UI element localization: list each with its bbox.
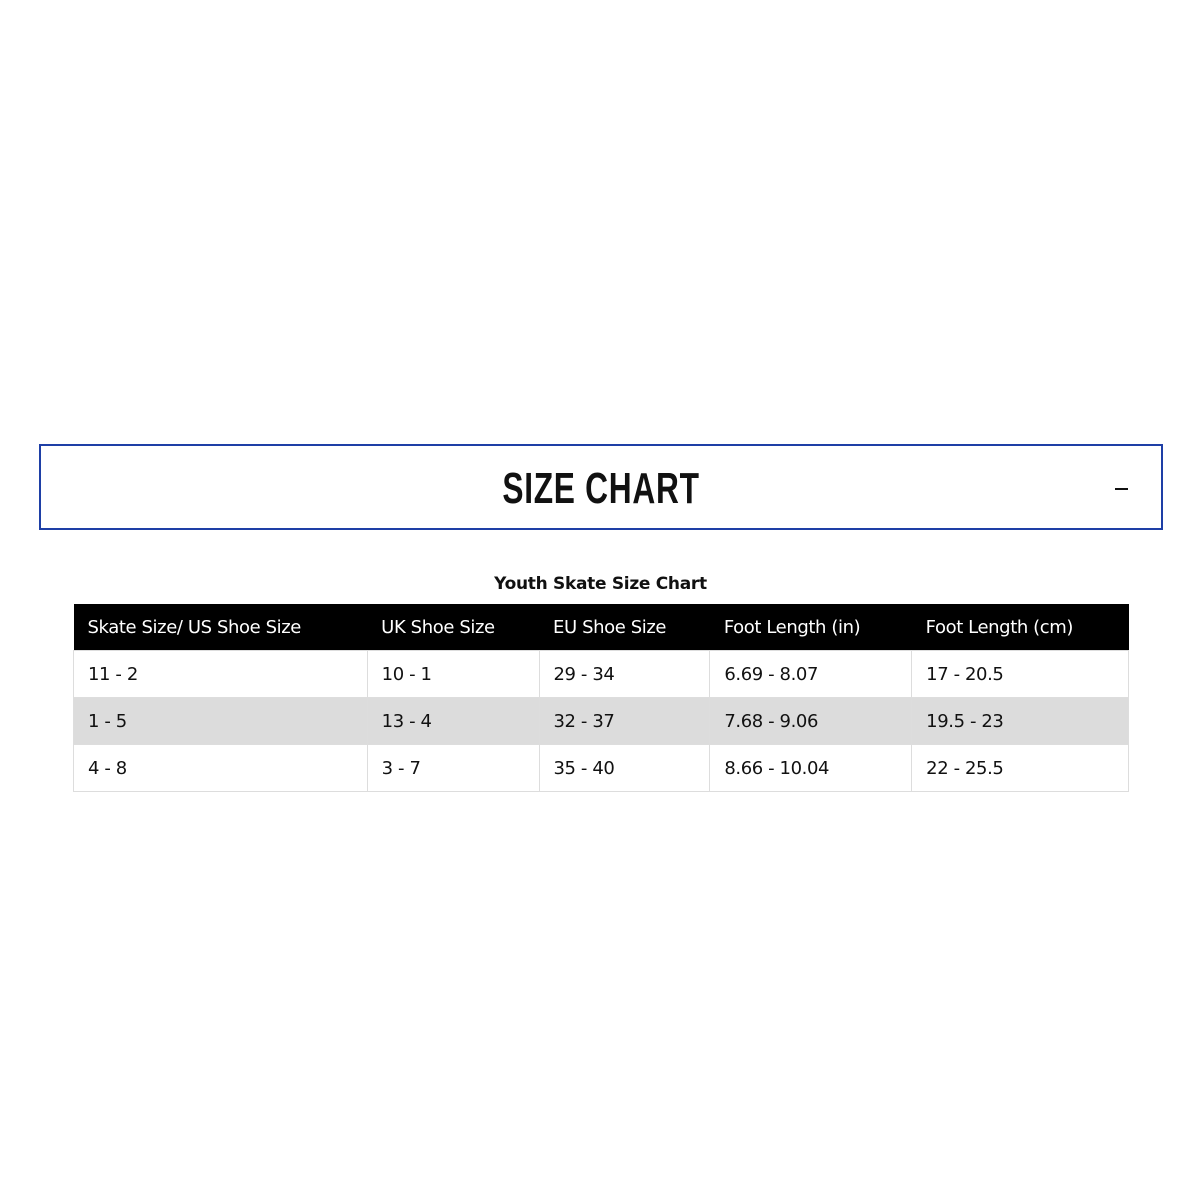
table-cell: 17 - 20.5 xyxy=(911,650,1129,698)
table-row: 1 - 5 13 - 4 32 - 37 7.68 - 9.06 19.5 - … xyxy=(73,697,1129,745)
minus-icon[interactable] xyxy=(1113,474,1133,502)
table-header-row: Skate Size/ US Shoe Size UK Shoe Size EU… xyxy=(73,604,1129,651)
table-cell: 22 - 25.5 xyxy=(911,744,1129,792)
column-header: Skate Size/ US Shoe Size xyxy=(73,604,368,651)
table-cell: 13 - 4 xyxy=(366,697,540,745)
column-header: Foot Length (in) xyxy=(709,604,912,651)
table-cell: 29 - 34 xyxy=(538,650,711,698)
accordion-title: SIZE CHART xyxy=(502,464,700,513)
table-caption: Youth Skate Size Chart xyxy=(494,574,707,594)
table-cell: 3 - 7 xyxy=(366,744,540,792)
table-cell: 32 - 37 xyxy=(538,697,711,745)
table-cell: 11 - 2 xyxy=(73,650,368,698)
column-header: UK Shoe Size xyxy=(367,604,539,651)
table-cell: 8.66 - 10.04 xyxy=(709,744,913,792)
column-header: Foot Length (cm) xyxy=(911,604,1129,651)
table-row: 4 - 8 3 - 7 35 - 40 8.66 - 10.04 22 - 25… xyxy=(73,744,1129,792)
size-table: Skate Size/ US Shoe Size UK Shoe Size EU… xyxy=(73,604,1129,792)
table-cell: 35 - 40 xyxy=(538,744,711,792)
table-row: 11 - 2 10 - 1 29 - 34 6.69 - 8.07 17 - 2… xyxy=(73,650,1129,698)
table-cell: 1 - 5 xyxy=(73,697,368,745)
table-cell: 10 - 1 xyxy=(366,650,540,698)
table-cell: 7.68 - 9.06 xyxy=(709,697,913,745)
column-header: EU Shoe Size xyxy=(539,604,710,651)
table-cell: 4 - 8 xyxy=(73,744,368,792)
size-chart-accordion[interactable]: SIZE CHART xyxy=(39,444,1163,530)
table-cell: 19.5 - 23 xyxy=(911,697,1129,745)
table-cell: 6.69 - 8.07 xyxy=(709,650,913,698)
